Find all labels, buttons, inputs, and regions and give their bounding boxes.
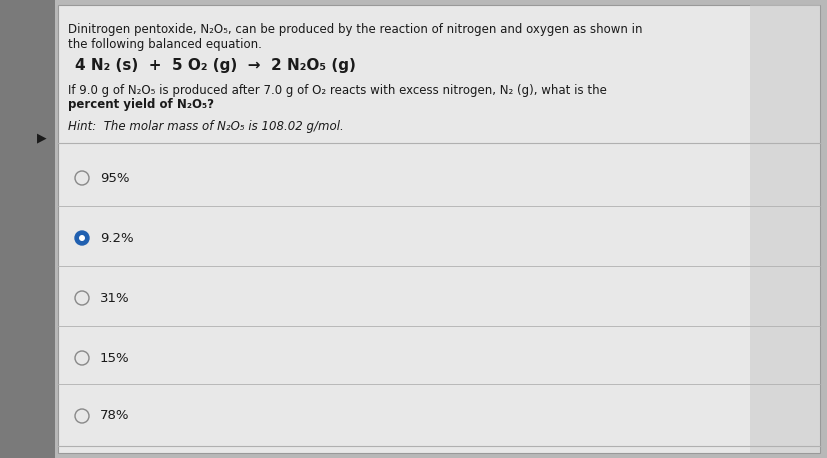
Text: 31%: 31%: [100, 291, 130, 305]
Circle shape: [75, 409, 88, 423]
Text: 9.2%: 9.2%: [100, 231, 133, 245]
Text: 15%: 15%: [100, 351, 130, 365]
Circle shape: [75, 231, 88, 245]
Text: the following balanced equation.: the following balanced equation.: [68, 38, 261, 51]
Text: If 9.0 g of N₂O₅ is produced after 7.0 g of O₂ reacts with excess nitrogen, N₂ (: If 9.0 g of N₂O₅ is produced after 7.0 g…: [68, 84, 606, 97]
Text: Hint:  The molar mass of N₂O₅ is 108.02 g/mol.: Hint: The molar mass of N₂O₅ is 108.02 g…: [68, 120, 343, 133]
Text: percent yield of N₂O₅?: percent yield of N₂O₅?: [68, 98, 213, 111]
Circle shape: [75, 351, 88, 365]
Circle shape: [79, 235, 85, 241]
Circle shape: [75, 171, 88, 185]
Text: 95%: 95%: [100, 171, 129, 185]
Text: 78%: 78%: [100, 409, 129, 422]
Text: ▶: ▶: [37, 131, 47, 145]
Bar: [0, 0, 55, 458]
Text: Dinitrogen pentoxide, N₂O₅, can be produced by the reaction of nitrogen and oxyg: Dinitrogen pentoxide, N₂O₅, can be produ…: [68, 23, 642, 36]
Circle shape: [75, 291, 88, 305]
Bar: [749, 5, 819, 453]
Text: 4 N₂ (s)  +  5 O₂ (g)  →  2 N₂O₅ (g): 4 N₂ (s) + 5 O₂ (g) → 2 N₂O₅ (g): [75, 58, 356, 73]
